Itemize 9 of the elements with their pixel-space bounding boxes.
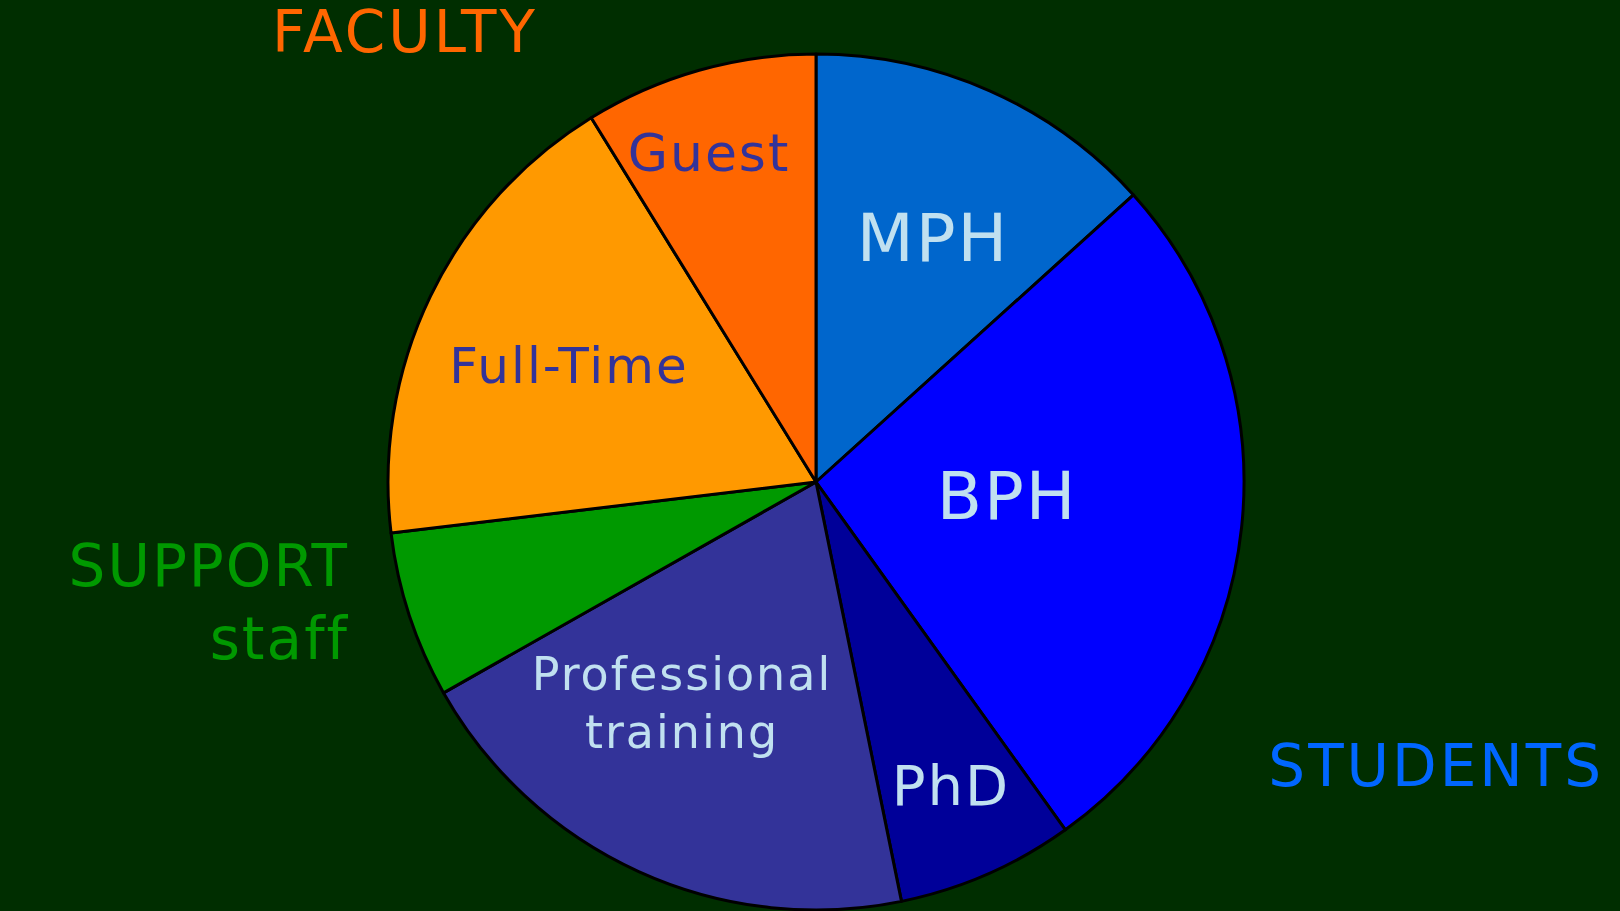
slice-label: BPH [936,458,1078,536]
slice-label: Professional training [531,646,833,758]
text: STUDENTS [1268,732,1604,801]
slice-label: MPH [856,200,1010,278]
slice-label: Full-Time [449,336,689,395]
slice-label: Guest [627,123,791,183]
slice-label: PhD [891,753,1011,819]
text: FACULTY [272,0,538,67]
slice-label: SUPPORT staff [68,532,349,673]
